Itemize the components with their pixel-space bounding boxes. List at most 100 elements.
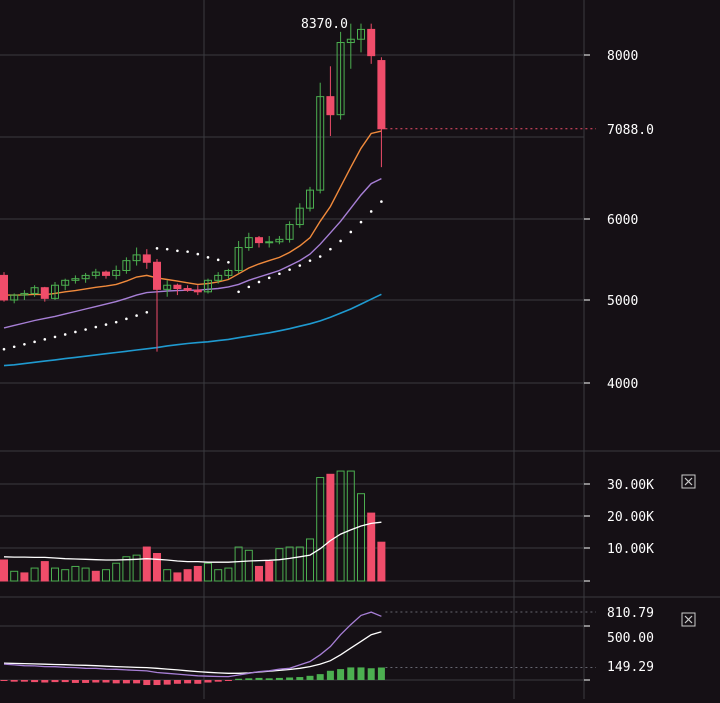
candle[interactable]: [275, 236, 284, 245]
volume-bar[interactable]: [61, 569, 70, 582]
macd-histogram-bar[interactable]: [245, 678, 253, 680]
volume-bar[interactable]: [204, 562, 212, 582]
macd-histogram-bar[interactable]: [143, 680, 151, 686]
candle[interactable]: [336, 31, 345, 120]
volume-bar[interactable]: [306, 538, 314, 582]
macd-histogram-bar[interactable]: [326, 670, 334, 680]
volume-bar[interactable]: [265, 561, 274, 582]
macd-histogram-bar[interactable]: [306, 675, 314, 680]
candle[interactable]: [214, 272, 223, 284]
macd-histogram-bar[interactable]: [173, 680, 181, 684]
candle[interactable]: [153, 259, 161, 352]
candle[interactable]: [367, 23, 376, 64]
candle[interactable]: [183, 285, 192, 292]
macd-histogram-bar[interactable]: [224, 680, 232, 681]
macd-histogram-bar[interactable]: [204, 680, 212, 683]
candle[interactable]: [234, 240, 243, 273]
macd-histogram-bar[interactable]: [61, 680, 69, 683]
volume-bar[interactable]: [285, 546, 294, 582]
macd-histogram-bar[interactable]: [0, 680, 8, 681]
volume-bar[interactable]: [183, 569, 192, 582]
candle[interactable]: [51, 281, 59, 300]
candle[interactable]: [295, 203, 304, 228]
macd-histogram-bar[interactable]: [357, 667, 365, 680]
candle[interactable]: [204, 278, 212, 294]
macd-histogram-bar[interactable]: [316, 674, 324, 680]
macd-histogram-bar[interactable]: [275, 677, 283, 680]
macd-histogram-bar[interactable]: [367, 668, 375, 680]
candle[interactable]: [265, 236, 274, 248]
volume-bar[interactable]: [81, 567, 90, 582]
candle[interactable]: [377, 57, 386, 168]
volume-bar[interactable]: [132, 554, 141, 582]
macd-histogram-bar[interactable]: [92, 680, 100, 683]
macd-histogram-bar[interactable]: [41, 680, 49, 683]
volume-bar[interactable]: [163, 569, 172, 582]
macd-histogram-bar[interactable]: [194, 680, 202, 684]
macd-histogram-bar[interactable]: [31, 680, 39, 683]
volume-bar[interactable]: [255, 565, 263, 582]
candle[interactable]: [71, 275, 80, 284]
macd-histogram-bar[interactable]: [337, 669, 345, 680]
macd-histogram-bar[interactable]: [163, 680, 171, 685]
volume-bar[interactable]: [234, 546, 243, 582]
price-panel[interactable]: [0, 23, 597, 367]
volume-bar[interactable]: [367, 512, 376, 582]
macd-histogram-bar[interactable]: [82, 680, 90, 683]
candle[interactable]: [224, 268, 233, 279]
volume-bar[interactable]: [51, 567, 59, 582]
volume-bar[interactable]: [224, 567, 233, 582]
close-x-icon[interactable]: [681, 612, 696, 627]
macd-histogram-bar[interactable]: [347, 667, 355, 680]
volume-bar[interactable]: [316, 477, 325, 582]
volume-bar[interactable]: [91, 570, 100, 582]
candle[interactable]: [30, 285, 39, 297]
candle[interactable]: [346, 23, 355, 69]
macd-histogram-bar[interactable]: [296, 677, 304, 680]
volume-bar[interactable]: [71, 565, 80, 582]
volume-bar[interactable]: [10, 570, 19, 582]
candle[interactable]: [244, 232, 253, 251]
macd-histogram-bar[interactable]: [133, 680, 141, 684]
close-x-icon[interactable]: [681, 474, 696, 489]
macd-histogram-bar[interactable]: [153, 680, 161, 686]
volume-bar[interactable]: [102, 569, 110, 582]
volume-bar[interactable]: [142, 546, 151, 582]
candle[interactable]: [102, 270, 110, 279]
candle[interactable]: [91, 268, 100, 279]
macd-histogram-bar[interactable]: [286, 677, 294, 680]
volume-bar[interactable]: [173, 572, 182, 582]
macd-histogram-bar[interactable]: [10, 680, 18, 682]
candle[interactable]: [285, 221, 294, 243]
candle[interactable]: [0, 272, 8, 302]
volume-bar[interactable]: [336, 470, 345, 582]
candle[interactable]: [193, 285, 202, 296]
candle[interactable]: [316, 82, 325, 194]
macd-histogram-bar[interactable]: [265, 678, 273, 680]
volume-bar[interactable]: [20, 572, 29, 582]
volume-bar[interactable]: [153, 553, 161, 582]
volume-bar[interactable]: [193, 565, 202, 582]
volume-bar[interactable]: [112, 562, 121, 582]
candle[interactable]: [357, 23, 365, 53]
volume-panel[interactable]: [0, 470, 386, 582]
macd-histogram-bar[interactable]: [71, 680, 79, 683]
volume-bar[interactable]: [357, 493, 365, 582]
candle[interactable]: [61, 278, 70, 291]
macd-histogram-bar[interactable]: [102, 680, 110, 683]
volume-bar[interactable]: [214, 569, 223, 582]
volume-bar[interactable]: [244, 549, 253, 582]
candle[interactable]: [112, 265, 121, 280]
macd-histogram-bar[interactable]: [235, 678, 243, 680]
macd-panel[interactable]: [0, 611, 597, 686]
volume-bar[interactable]: [326, 473, 335, 582]
macd-histogram-bar[interactable]: [20, 680, 28, 682]
volume-bar[interactable]: [295, 546, 304, 582]
volume-bar[interactable]: [40, 561, 49, 582]
macd-close-button[interactable]: [681, 612, 696, 627]
macd-histogram-bar[interactable]: [184, 680, 192, 684]
macd-histogram-bar[interactable]: [214, 680, 222, 682]
candle[interactable]: [326, 66, 335, 136]
volume-bar[interactable]: [0, 559, 8, 582]
